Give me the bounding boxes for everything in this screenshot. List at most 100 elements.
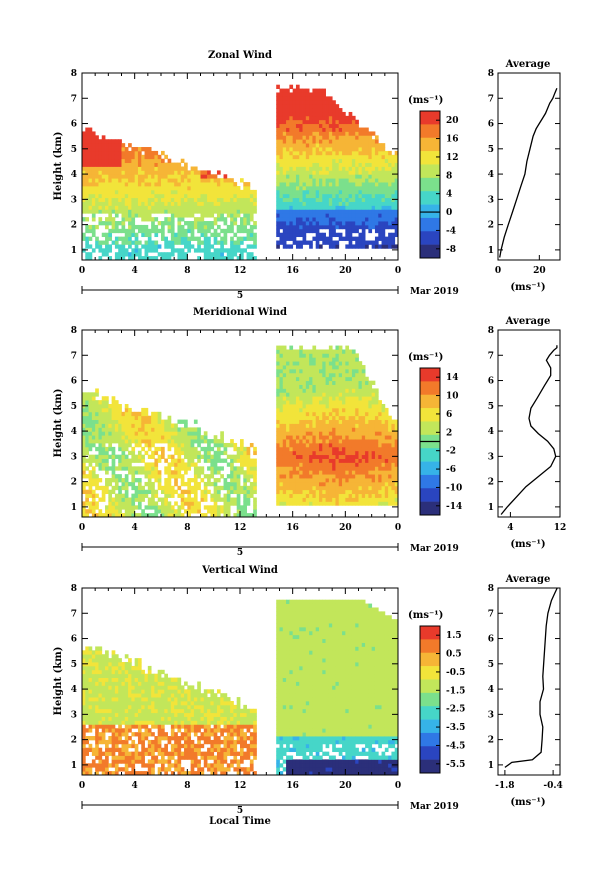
heatmap-cell [187, 228, 192, 234]
heatmap-cell [381, 150, 386, 156]
heatmap-cell [187, 236, 192, 241]
heatmap-cell [312, 221, 317, 226]
heatmap-cell [282, 446, 287, 452]
heatmap-cell [184, 205, 188, 210]
heatmap-cell [279, 205, 284, 210]
heatmap-cell [335, 470, 340, 475]
heatmap-cell [305, 481, 310, 487]
heatmap-cell [128, 154, 132, 160]
heatmap-cell [305, 217, 310, 222]
heatmap-cell [388, 485, 392, 491]
heatmap-cell [157, 197, 162, 202]
heatmap-cell [174, 478, 178, 483]
heatmap-cell [98, 415, 103, 421]
heatmap-cell [137, 170, 142, 175]
heatmap-cell [141, 485, 145, 491]
heatmap-cell [358, 217, 363, 222]
heatmap-cell [302, 224, 307, 230]
heatmap-cell [355, 185, 359, 191]
heatmap-cell [368, 224, 373, 230]
heatmap-cell [355, 119, 359, 125]
heatmap-cell [299, 115, 303, 121]
heatmap-cell [180, 513, 185, 518]
heatmap-cell [322, 135, 326, 140]
heatmap-cell [154, 509, 159, 514]
heatmap-cell [299, 384, 303, 389]
heatmap-cell [312, 209, 317, 214]
heatmap-cell [279, 345, 284, 350]
heatmap-cell [226, 481, 231, 487]
heatmap-cell [292, 501, 297, 506]
heatmap-cell [309, 139, 313, 144]
heatmap-cell [190, 205, 195, 210]
heatmap-cell [98, 170, 103, 175]
heatmap-cell [246, 474, 251, 479]
heatmap-cell [368, 166, 373, 171]
heatmap-cell [282, 489, 287, 495]
heatmap-cell [226, 501, 231, 506]
heatmap-cell [124, 411, 129, 417]
heatmap-cell [355, 493, 359, 498]
heatmap-cell [335, 415, 340, 421]
heatmap-cell [381, 454, 386, 459]
heatmap-cell [292, 478, 297, 483]
heatmap-cell [111, 462, 116, 467]
heatmap-cell [365, 454, 369, 459]
heatmap-cell [368, 489, 373, 495]
heatmap-cell [95, 135, 99, 140]
heatmap-cell [388, 423, 392, 428]
heatmap-cell [365, 174, 369, 179]
heatmap-cell [322, 201, 326, 206]
heatmap-cell [193, 489, 198, 495]
heatmap-cell [98, 439, 103, 444]
heatmap-cell [302, 368, 307, 374]
heatmap-cell [345, 353, 350, 358]
heatmap-cell [286, 182, 290, 187]
heatmap-cell [114, 221, 119, 226]
heatmap-cell [276, 111, 280, 117]
heatmap-cell [338, 439, 343, 444]
heatmap-cell [276, 221, 280, 226]
heatmap-cell [184, 236, 188, 241]
heatmap-cell [131, 481, 136, 487]
heatmap-cell [137, 147, 142, 152]
heatmap-cell [118, 189, 122, 195]
heatmap-cell [338, 139, 343, 144]
heatmap-cell [203, 240, 208, 245]
heatmap-cell [378, 497, 382, 502]
heatmap-cell [88, 427, 93, 432]
heatmap-cell [348, 365, 353, 370]
heatmap-cell [187, 205, 192, 210]
heatmap-cell [180, 236, 185, 241]
heatmap-cell [338, 415, 343, 421]
heatmap-cell [240, 470, 244, 475]
heatmap-cell [246, 228, 251, 234]
heatmap-cell [190, 501, 195, 506]
heatmap-cell [167, 201, 172, 206]
heatmap-cell [279, 489, 284, 495]
heatmap-cell [111, 489, 116, 495]
heatmap-cell [312, 493, 317, 498]
heatmap-cell [309, 361, 313, 366]
heatmap-cell [213, 497, 218, 502]
heatmap-cell [388, 442, 392, 448]
heatmap-cell [388, 466, 392, 471]
heatmap-cell [95, 419, 99, 424]
heatmap-cell [147, 158, 152, 164]
heatmap-cell [292, 96, 297, 101]
heatmap-cell [312, 150, 317, 156]
heatmap-cell [335, 489, 340, 495]
heatmap-cell [322, 501, 326, 506]
heatmap-cell [332, 147, 336, 152]
heatmap-cell [299, 407, 303, 413]
heatmap-cell [236, 481, 241, 487]
heatmap-cell [328, 96, 333, 101]
heatmap-cell [328, 135, 333, 140]
heatmap-cell [282, 435, 287, 440]
heatmap-cell [101, 400, 106, 405]
heatmap-cell [276, 182, 280, 187]
heatmap-cell [144, 252, 149, 257]
heatmap-cell [101, 415, 106, 421]
heatmap-cell [282, 115, 287, 121]
heatmap-cell [322, 411, 326, 417]
